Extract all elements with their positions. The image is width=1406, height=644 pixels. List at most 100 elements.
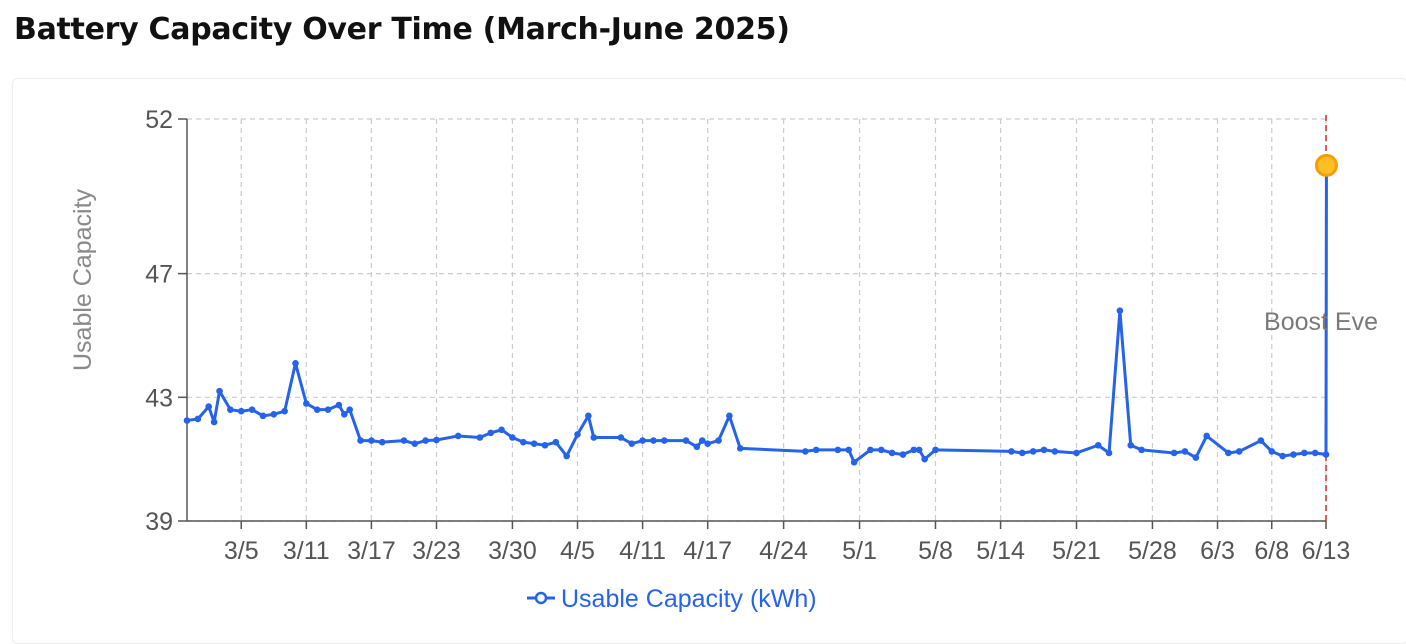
data-point bbox=[1094, 441, 1102, 449]
chart-card: 39 43 47 52 3/5 3/11 3/17 3/23 3/30 4/5 4/11 4/17 4/… bbox=[12, 78, 1406, 644]
data-point bbox=[346, 406, 354, 413]
data-point bbox=[1008, 448, 1015, 455]
data-point bbox=[340, 411, 348, 418]
data-point bbox=[552, 438, 560, 446]
data-point bbox=[1105, 449, 1113, 457]
data-point bbox=[1311, 449, 1319, 457]
data-point bbox=[563, 452, 570, 460]
data-point bbox=[1181, 448, 1189, 455]
data-point bbox=[921, 455, 928, 463]
x-tick-label: 3/11 bbox=[283, 537, 330, 565]
legend[interactable]: Usable Capacity (kWh) bbox=[527, 585, 817, 613]
data-point bbox=[628, 440, 636, 447]
x-tick-label: 5/1 bbox=[842, 537, 877, 565]
x-tick-label: 3/23 bbox=[412, 537, 461, 565]
x-tick-label: 4/11 bbox=[619, 537, 666, 565]
axes bbox=[178, 118, 1327, 529]
y-tick-label: 47 bbox=[145, 261, 173, 289]
labels: 39 43 47 52 3/5 3/11 3/17 3/23 3/30 4/5 4/11 4/17 4/… bbox=[69, 106, 1378, 565]
data-point bbox=[292, 359, 299, 367]
data-point bbox=[541, 441, 549, 449]
data-point bbox=[509, 434, 516, 441]
data-point bbox=[693, 443, 701, 451]
y-tick-label: 52 bbox=[145, 106, 173, 134]
data-point bbox=[498, 426, 505, 434]
data-point bbox=[1051, 448, 1059, 455]
data-point bbox=[910, 446, 918, 454]
data-point bbox=[476, 434, 484, 441]
data-point bbox=[932, 446, 939, 454]
x-tick-label: 4/17 bbox=[683, 537, 732, 565]
data-point bbox=[888, 449, 896, 457]
data-point bbox=[850, 458, 858, 466]
data-point bbox=[324, 406, 332, 413]
data-point bbox=[715, 437, 722, 444]
y-axis-title: Usable Capacity bbox=[69, 188, 97, 371]
data-point bbox=[216, 387, 223, 395]
data-point bbox=[1127, 441, 1135, 449]
data-point bbox=[660, 437, 668, 444]
data-point bbox=[834, 446, 842, 454]
data-point bbox=[237, 407, 245, 415]
data-point bbox=[183, 417, 191, 424]
data-point bbox=[1170, 449, 1178, 457]
data-point bbox=[812, 446, 820, 454]
data-point bbox=[1225, 449, 1232, 457]
data-point bbox=[1322, 451, 1330, 458]
data-point bbox=[1203, 432, 1210, 440]
data-point bbox=[205, 403, 212, 410]
x-tick-label: 5/8 bbox=[918, 537, 953, 565]
data-point bbox=[1116, 307, 1124, 315]
data-point bbox=[454, 432, 462, 440]
data-point bbox=[1192, 454, 1200, 461]
data-point bbox=[1268, 448, 1276, 455]
data-point bbox=[530, 440, 538, 447]
x-tick-label: 5/28 bbox=[1128, 537, 1177, 565]
data-point bbox=[1257, 437, 1265, 444]
data-point bbox=[877, 446, 885, 454]
data-point bbox=[519, 438, 527, 446]
data-point bbox=[736, 445, 744, 452]
data-point bbox=[1290, 451, 1297, 458]
data-point bbox=[400, 437, 408, 444]
data-point bbox=[227, 406, 234, 413]
data-point bbox=[248, 406, 256, 413]
data-point bbox=[194, 415, 202, 423]
data-point bbox=[915, 446, 923, 454]
data-point bbox=[210, 418, 218, 426]
data-point bbox=[704, 440, 711, 447]
grid bbox=[187, 118, 1327, 522]
x-tick-label: 5/14 bbox=[976, 537, 1025, 565]
data-point bbox=[422, 437, 429, 444]
data-point bbox=[585, 412, 592, 420]
data-point bbox=[368, 437, 375, 444]
x-tick-label: 3/5 bbox=[224, 537, 259, 565]
legend-label: Usable Capacity (kWh) bbox=[561, 585, 817, 613]
x-tick-label: 4/24 bbox=[759, 537, 808, 565]
capacity-line-chart: 39 43 47 52 3/5 3/11 3/17 3/23 3/30 4/5 4/11 4/17 4/… bbox=[69, 106, 1378, 613]
x-tick-label: 3/17 bbox=[347, 537, 396, 565]
data-point bbox=[650, 437, 657, 444]
data-point bbox=[1040, 446, 1048, 454]
legend-marker-icon bbox=[534, 591, 548, 605]
x-tick-label: 3/30 bbox=[488, 537, 537, 565]
highlight-point bbox=[1314, 153, 1338, 177]
data-point bbox=[259, 412, 267, 420]
event-line-label: Boost Eve bbox=[1264, 308, 1378, 336]
data-point bbox=[1029, 448, 1037, 455]
x-tick-label: 4/5 bbox=[560, 537, 595, 565]
data-point bbox=[698, 437, 706, 444]
data-point bbox=[1073, 449, 1080, 457]
data-point bbox=[281, 407, 288, 415]
data-point bbox=[802, 448, 809, 455]
data-point bbox=[726, 412, 733, 420]
data-point bbox=[303, 400, 310, 407]
data-point bbox=[270, 411, 278, 418]
data-point bbox=[639, 437, 646, 444]
data-point bbox=[590, 434, 598, 441]
data-point bbox=[845, 446, 853, 454]
data-point bbox=[617, 434, 625, 441]
x-tick-label: 6/8 bbox=[1254, 537, 1289, 565]
data-point bbox=[1279, 452, 1286, 460]
data-point bbox=[357, 437, 364, 444]
